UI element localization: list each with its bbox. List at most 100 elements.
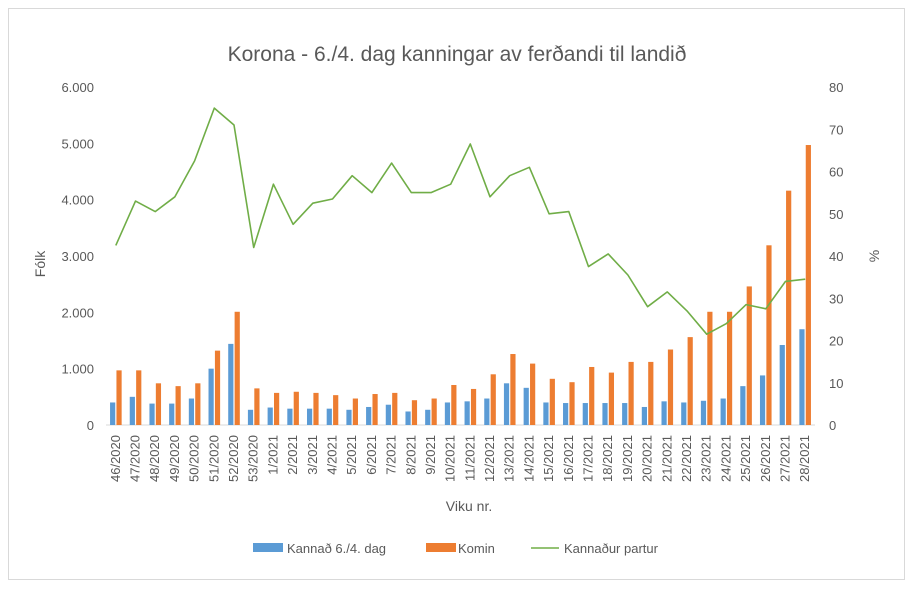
bar-0-7 [247,409,254,425]
legend: Kannað 6./4. dag Komin Kannaður partur [253,541,659,556]
bar-0-9 [287,408,293,425]
bar-1-20 [510,354,516,425]
bar-1-0 [116,370,122,425]
legend-swatch-0 [253,543,283,552]
bar-0-14 [385,404,391,425]
chart-frame: Korona - 6./4. dag kanningar av ferðandi… [8,8,905,580]
x-tick-label: 49/2020 [167,435,182,482]
y2-tick-label: 60 [829,165,843,180]
y-tick-label: 6.000 [61,80,94,95]
bar-1-11 [333,395,339,425]
x-tick-label: 5/2021 [344,435,359,475]
bar-0-20 [503,383,510,425]
x-tick-label: 1/2021 [265,435,280,475]
bar-0-19 [484,398,490,425]
bar-0-29 [681,402,687,425]
bar-0-26 [622,403,628,425]
bar-1-8 [274,392,280,425]
legend-swatch-1 [426,543,456,552]
bar-0-27 [641,406,647,425]
bar-1-25 [608,372,615,425]
x-tick-label: 16/2021 [561,435,576,482]
bar-0-17 [444,402,451,425]
y-tick-label: 5.000 [61,136,94,151]
bar-1-7 [254,388,260,425]
y2-tick-label: 70 [829,122,843,137]
x-tick-label: 8/2021 [403,435,418,475]
x-tick-label: 3/2021 [305,435,320,475]
x-tick-label: 28/2021 [797,435,812,482]
bar-1-30 [707,311,713,425]
bar-1-32 [746,286,752,425]
bar-0-13 [366,406,372,425]
x-tick-label: 52/2020 [226,435,241,482]
bar-1-22 [549,378,555,425]
y2-tick-label: 0 [829,418,836,433]
x-tick-label: 47/2020 [128,435,143,482]
bar-0-6 [228,343,234,425]
bar-1-24 [589,366,595,425]
x-tick-label: 23/2021 [699,435,714,482]
chart-svg: Korona - 6./4. dag kanningar av ferðandi… [32,43,882,556]
x-axis-ticks: 46/2020 47/2020 48/2020 49/2020 50/2020 51/20… [108,435,812,482]
bar-0-8 [267,407,273,425]
bar-1-33 [766,245,772,425]
bar-1-26 [628,361,634,425]
bar-0-5 [208,368,214,425]
bar-0-12 [346,409,352,425]
line-series-0 [115,107,806,336]
bar-1-34 [786,190,792,425]
x-tick-label: 10/2021 [443,435,458,482]
x-tick-label: 11/2021 [462,435,477,481]
y-axis-label: Fólk [32,250,48,277]
x-tick-label: 20/2021 [640,435,655,482]
x-tick-label: 46/2020 [108,435,123,482]
bar-0-10 [306,408,313,425]
y2-axis-label: % [866,250,882,262]
bar-0-23 [563,403,569,425]
bar-0-22 [543,402,549,425]
bar-1-14 [392,392,398,425]
y2-tick-label: 50 [829,207,843,222]
bar-1-28 [667,349,674,425]
y2-tick-label: 20 [829,334,843,349]
x-tick-label: 6/2021 [364,435,379,475]
bar-1-9 [293,391,299,425]
bar-1-17 [451,385,457,425]
bar-0-0 [110,402,116,425]
bar-0-35 [799,329,805,425]
y2-tick-label: 10 [829,376,843,391]
y2-tick-label: 40 [829,249,843,264]
x-tick-label: 13/2021 [502,435,517,482]
bar-0-3 [169,403,175,425]
right-axis-ticks: 0 10 20 30 40 50 60 70 80 [829,80,843,433]
line-series [115,107,806,336]
y-tick-label: 3.000 [61,249,94,264]
x-tick-label: 7/2021 [384,435,399,475]
bar-0-28 [661,401,667,425]
bar-0-25 [602,403,608,425]
bar-1-1 [136,370,142,425]
y-tick-label: 4.000 [61,193,94,208]
x-tick-label: 9/2021 [423,435,438,475]
x-tick-label: 26/2021 [758,435,773,482]
bar-0-31 [720,398,726,425]
y-tick-label: 2.000 [61,305,94,320]
x-tick-label: 19/2021 [620,435,635,482]
x-tick-label: 27/2021 [777,435,792,482]
legend-label-2: Kannaður partur [564,541,659,556]
bar-0-18 [464,401,470,425]
x-tick-label: 48/2020 [147,435,162,482]
x-tick-label: 22/2021 [679,435,694,482]
bar-1-4 [195,383,201,425]
y-tick-label: 0 [87,418,94,433]
legend-label-1: Komin [458,541,495,556]
legend-label-0: Kannað 6./4. dag [287,541,386,556]
chart-title: Korona - 6./4. dag kanningar av ferðandi… [228,43,687,66]
bar-0-11 [326,408,332,425]
x-tick-label: 25/2021 [738,435,753,482]
bar-0-34 [779,345,785,425]
left-axis-ticks: 0 1.000 2.000 3.000 4.000 5.000 6.000 [61,80,94,433]
x-tick-label: 50/2020 [187,435,202,482]
bar-1-13 [372,394,378,425]
